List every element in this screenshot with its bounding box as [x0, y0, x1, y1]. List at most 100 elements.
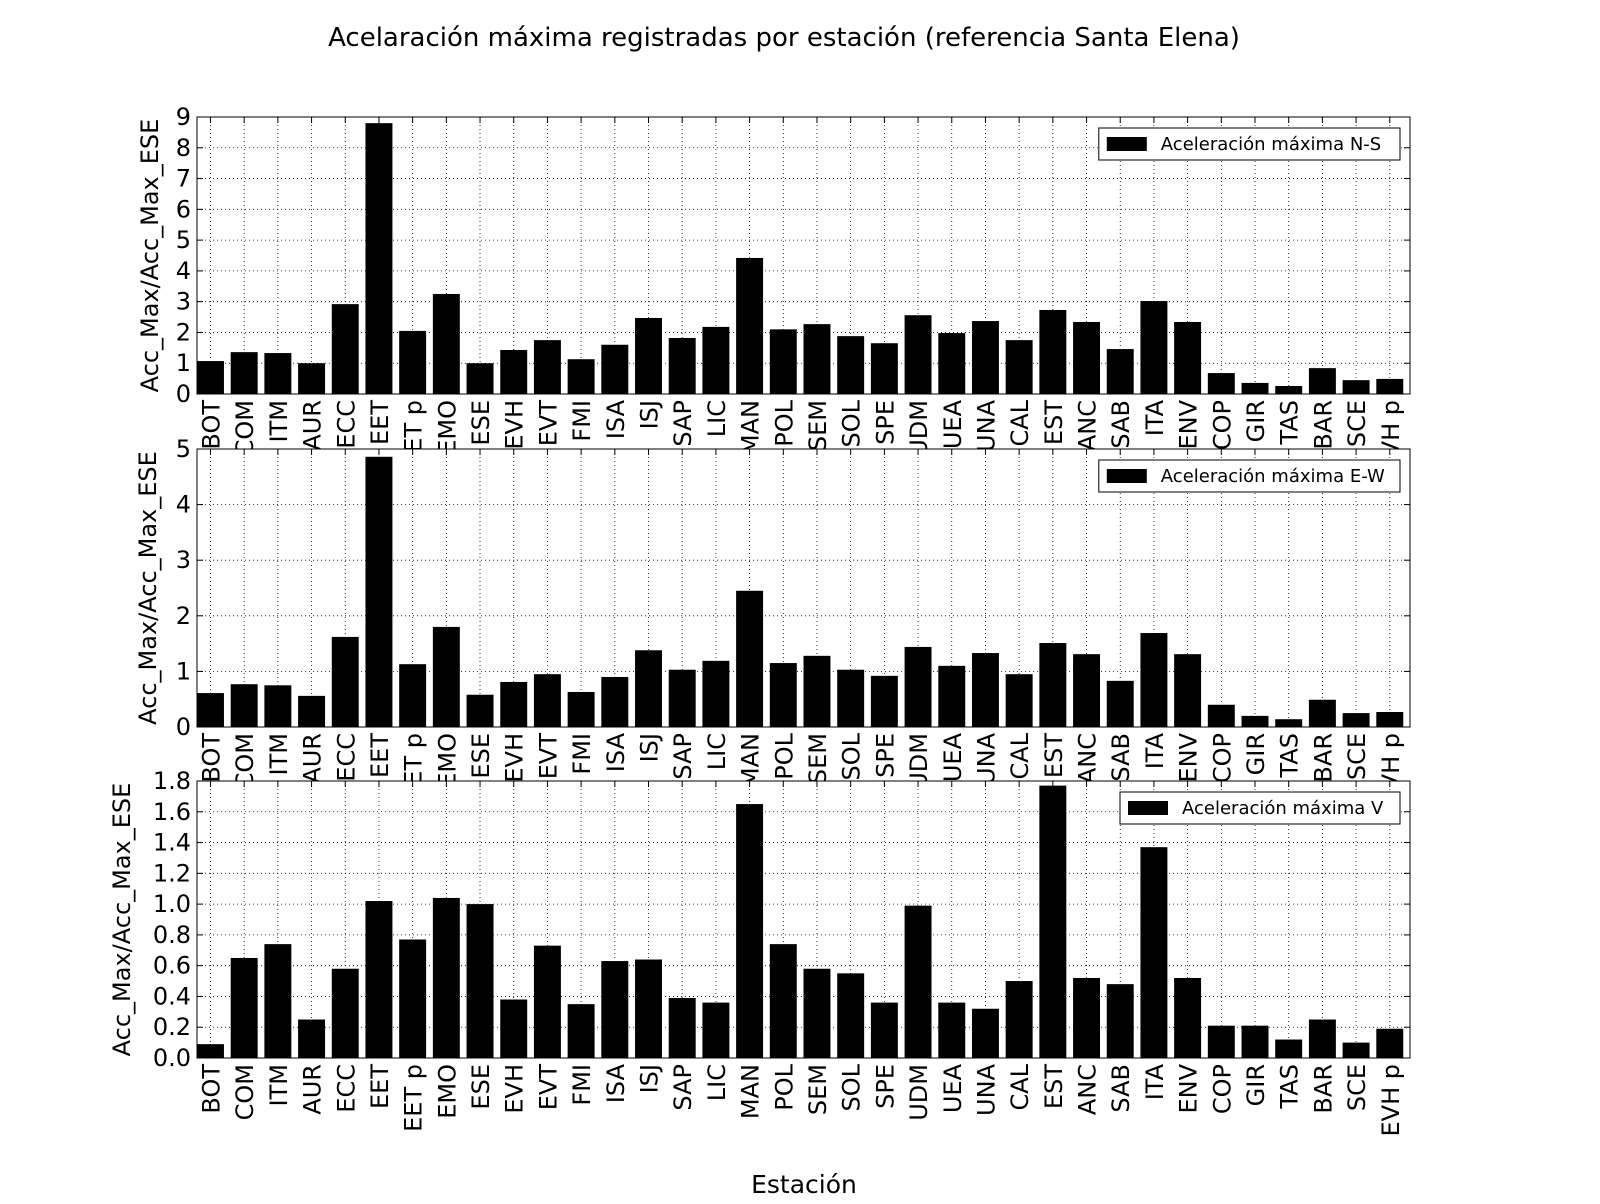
- x-tick-label: COM: [231, 1064, 259, 1120]
- bar-uea: [938, 333, 966, 394]
- x-tick-label: TAS: [1276, 400, 1304, 445]
- bar-emo: [432, 897, 460, 1058]
- x-tick-label: EMO: [433, 1064, 461, 1119]
- x-tick-label: MAN: [737, 400, 765, 455]
- x-tick-label: BOT: [197, 733, 225, 783]
- x-tick-label: ECC: [332, 400, 360, 449]
- x-tick-label: CAL: [1006, 732, 1034, 779]
- x-tick-label: EVH: [501, 1064, 529, 1114]
- chart-title: Acelaración máxima registradas por estac…: [328, 23, 1240, 53]
- x-tick-label: TAS: [1276, 1064, 1304, 1109]
- x-tick-label: MAN: [737, 1064, 765, 1119]
- y-tick-label: 0.2: [153, 1013, 191, 1041]
- y-tick-label: 5: [176, 226, 191, 254]
- x-tick-label: UNA: [972, 1063, 1000, 1116]
- x-tick-label: ISJ: [636, 1064, 664, 1093]
- y-axis-label: Acc_Max/Acc_Max_ESE: [108, 783, 136, 1057]
- bar-man: [736, 257, 764, 394]
- y-tick-label: 8: [176, 134, 191, 162]
- bar-bot: [197, 1044, 224, 1058]
- bar-com: [230, 957, 258, 1058]
- bar-udm: [904, 905, 932, 1058]
- bar-ita: [1140, 847, 1168, 1058]
- x-tick-label: ISA: [602, 399, 630, 439]
- x-tick-label: EVT: [534, 400, 562, 447]
- bar-una: [971, 1008, 999, 1058]
- x-tick-label: SCE: [1343, 400, 1371, 447]
- axes-frame: [196, 116, 1411, 395]
- x-tick-label: ITM: [265, 400, 293, 442]
- x-tick-label: BAR: [1309, 1064, 1337, 1114]
- x-tick-label: SEM: [804, 400, 832, 451]
- bar-ecc: [331, 636, 359, 727]
- legend-box: [1098, 127, 1401, 161]
- x-tick-label: COM: [231, 733, 259, 789]
- bar-isa: [601, 344, 629, 394]
- bar-una: [971, 321, 999, 394]
- x-tick-label: CAL: [1006, 399, 1034, 446]
- bar-sce: [1342, 380, 1370, 394]
- x-tick-label: SOL: [838, 399, 866, 447]
- y-tick-label: 0: [176, 380, 191, 408]
- legend-box: [1098, 459, 1401, 493]
- x-tick-label: SCE: [1343, 1064, 1371, 1111]
- bar-cal: [1005, 674, 1033, 727]
- x-tick-label: ANC: [1074, 1064, 1102, 1115]
- y-tick-label: 0.0: [153, 1044, 191, 1072]
- bar-env: [1174, 321, 1202, 394]
- x-tick-label: EMO: [433, 733, 461, 788]
- bar-eet-p: [399, 664, 427, 727]
- x-tick-label: LIC: [703, 733, 731, 770]
- bar-sab: [1106, 680, 1134, 727]
- y-tick-label: 1.4: [153, 829, 191, 857]
- x-tick-label: SPE: [871, 1064, 899, 1109]
- x-tick-label: ECC: [332, 1064, 360, 1113]
- y-tick-label: 2: [176, 602, 191, 630]
- bar-isj: [635, 650, 662, 727]
- x-tick-label: UNA: [972, 732, 1000, 785]
- bar-evt: [533, 945, 561, 1058]
- x-tick-label: AUR: [299, 733, 327, 784]
- bar-sem: [803, 324, 831, 394]
- bar-ita: [1140, 301, 1168, 394]
- y-tick-label: 9: [176, 103, 191, 131]
- x-tick-label: SAP: [669, 400, 697, 447]
- bar-sem: [803, 655, 831, 727]
- bar-anc: [1073, 654, 1101, 727]
- x-tick-label: ESE: [467, 1064, 495, 1110]
- y-tick-label: 4: [176, 491, 191, 519]
- bar-sab: [1106, 349, 1134, 394]
- x-tick-label: ITM: [265, 733, 293, 775]
- bar-env: [1174, 977, 1202, 1058]
- bar-isa: [601, 676, 629, 727]
- bar-itm: [264, 944, 292, 1058]
- x-tick-label: ENV: [1175, 732, 1203, 782]
- bar-evh: [500, 681, 528, 727]
- bar-com: [230, 352, 258, 394]
- bar-ecc: [331, 968, 359, 1058]
- x-tick-label: AUR: [299, 1064, 327, 1115]
- x-tick-label: POL: [770, 732, 798, 779]
- bar-udm: [904, 315, 932, 394]
- x-tick-label: AUR: [299, 400, 327, 451]
- y-tick-label: 1: [176, 349, 191, 377]
- x-tick-label: EET: [366, 1064, 394, 1109]
- bar-est: [1039, 643, 1067, 727]
- x-tick-label: BAR: [1309, 733, 1337, 783]
- bar-lic: [702, 660, 730, 727]
- x-tick-label: POL: [770, 399, 798, 446]
- x-tick-label: ENV: [1175, 399, 1203, 449]
- bar-cop: [1207, 704, 1235, 727]
- x-tick-label: FMI: [568, 400, 596, 442]
- x-tick-label: UDM: [905, 400, 933, 457]
- y-tick-label: 7: [176, 165, 191, 193]
- bar-lic: [702, 1002, 730, 1058]
- x-tick-label: EVT: [534, 1064, 562, 1111]
- x-tick-label: LIC: [703, 1064, 731, 1101]
- x-tick-label: EVT: [534, 733, 562, 780]
- bar-itm: [264, 685, 292, 727]
- bar-anc: [1073, 977, 1101, 1058]
- x-tick-label: ITA: [1141, 399, 1169, 436]
- x-tick-label: GIR: [1242, 1064, 1270, 1106]
